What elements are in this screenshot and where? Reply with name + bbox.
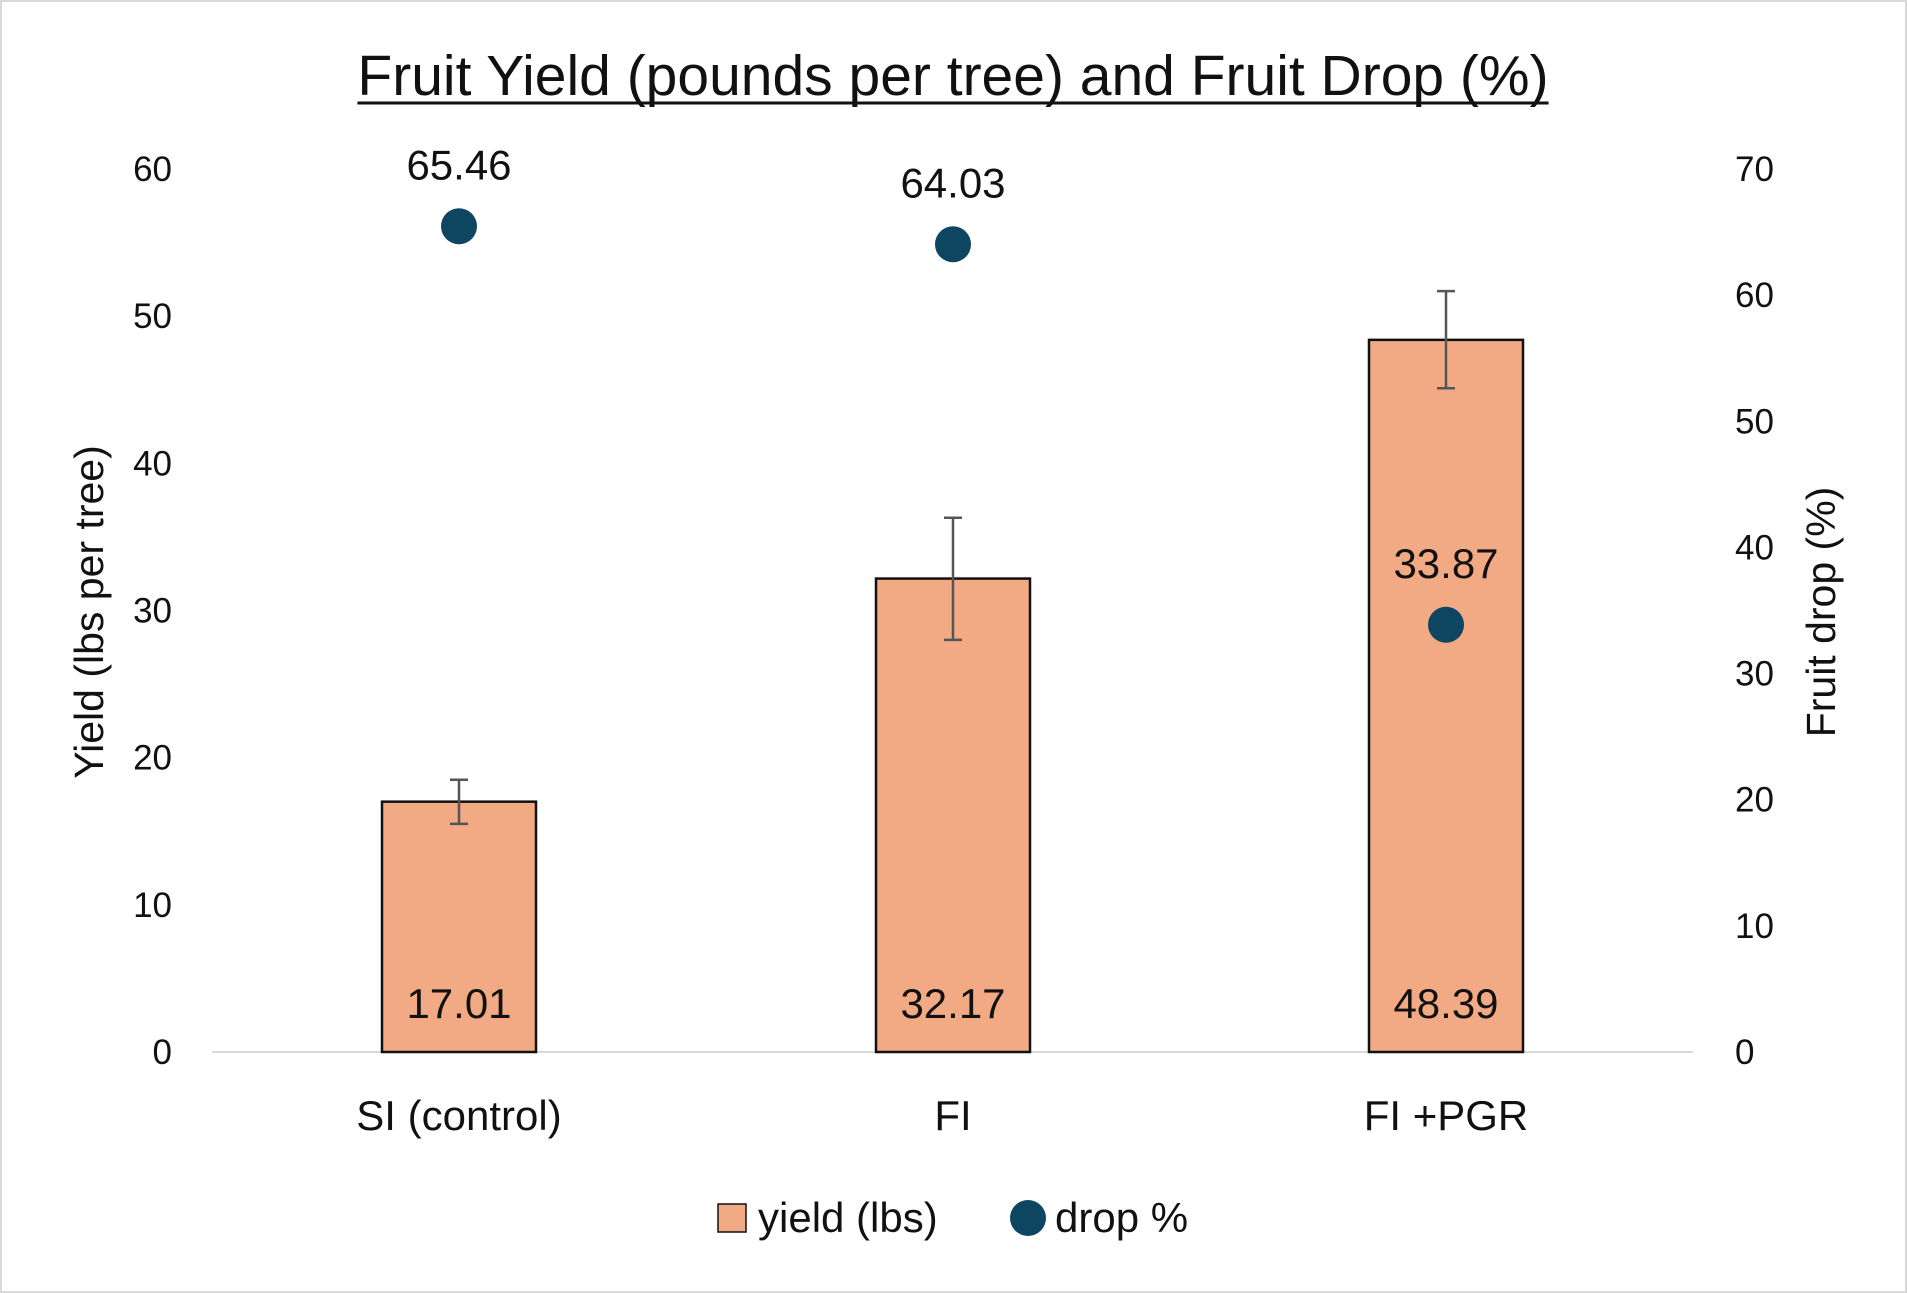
drop-data-label: 64.03: [900, 159, 1005, 206]
y2-tick-label: 10: [1735, 907, 1774, 946]
y-tick-label: 50: [133, 297, 172, 336]
drop-point: [935, 226, 971, 263]
drop-point: [441, 208, 477, 245]
x-category-label: SI (control): [356, 1092, 561, 1139]
x-category-label: FI +PGR: [1364, 1092, 1529, 1139]
y-axis-right: Fruit drop (%) 0 10 20 30 40 50 60 70: [1735, 150, 1844, 1072]
bar-data-label: 32.17: [900, 980, 1005, 1027]
drop-data-label: 33.87: [1393, 540, 1498, 587]
y-tick-label: 0: [153, 1033, 172, 1072]
bar-data-label: 48.39: [1393, 980, 1498, 1027]
y2-axis-label: Fruit drop (%): [1798, 487, 1844, 738]
legend-swatch-yield: [717, 1203, 747, 1233]
y-tick-label: 20: [133, 739, 172, 778]
bar-data-label: 17.01: [406, 980, 511, 1027]
chart-title-text: Fruit Yield (pounds per tree) and Fruit …: [357, 44, 1548, 108]
y-tick-label: 40: [133, 444, 172, 483]
x-category-label: FI: [934, 1092, 971, 1139]
y-axis-label: Yield (lbs per tree): [66, 445, 112, 778]
y2-tick-label: 50: [1735, 402, 1774, 441]
legend-label-drop: drop %: [1055, 1194, 1188, 1241]
y2-tick-label: 70: [1735, 150, 1774, 189]
legend: yield (lbs) drop %: [717, 1194, 1188, 1241]
y2-tick-label: 60: [1735, 276, 1774, 315]
drop-point: [1428, 606, 1464, 643]
y-axis-left: Yield (lbs per tree) 0 10 20 30 40 50 60: [66, 150, 172, 1072]
y-tick-label: 10: [133, 886, 172, 925]
drop-data-label: 65.46: [406, 141, 511, 188]
chart-title: Fruit Yield (pounds per tree) and Fruit …: [357, 44, 1549, 108]
y-tick-label: 30: [133, 592, 172, 631]
bar-yield: [1367, 338, 1525, 1054]
legend-swatch-drop: [1010, 1200, 1046, 1236]
y2-tick-label: 30: [1735, 655, 1774, 694]
y-tick-label: 60: [133, 150, 172, 189]
y2-tick-label: 40: [1735, 528, 1774, 567]
y2-tick-label: 0: [1735, 1033, 1754, 1072]
y2-tick-label: 20: [1735, 781, 1774, 820]
legend-label-yield: yield (lbs): [758, 1194, 938, 1241]
